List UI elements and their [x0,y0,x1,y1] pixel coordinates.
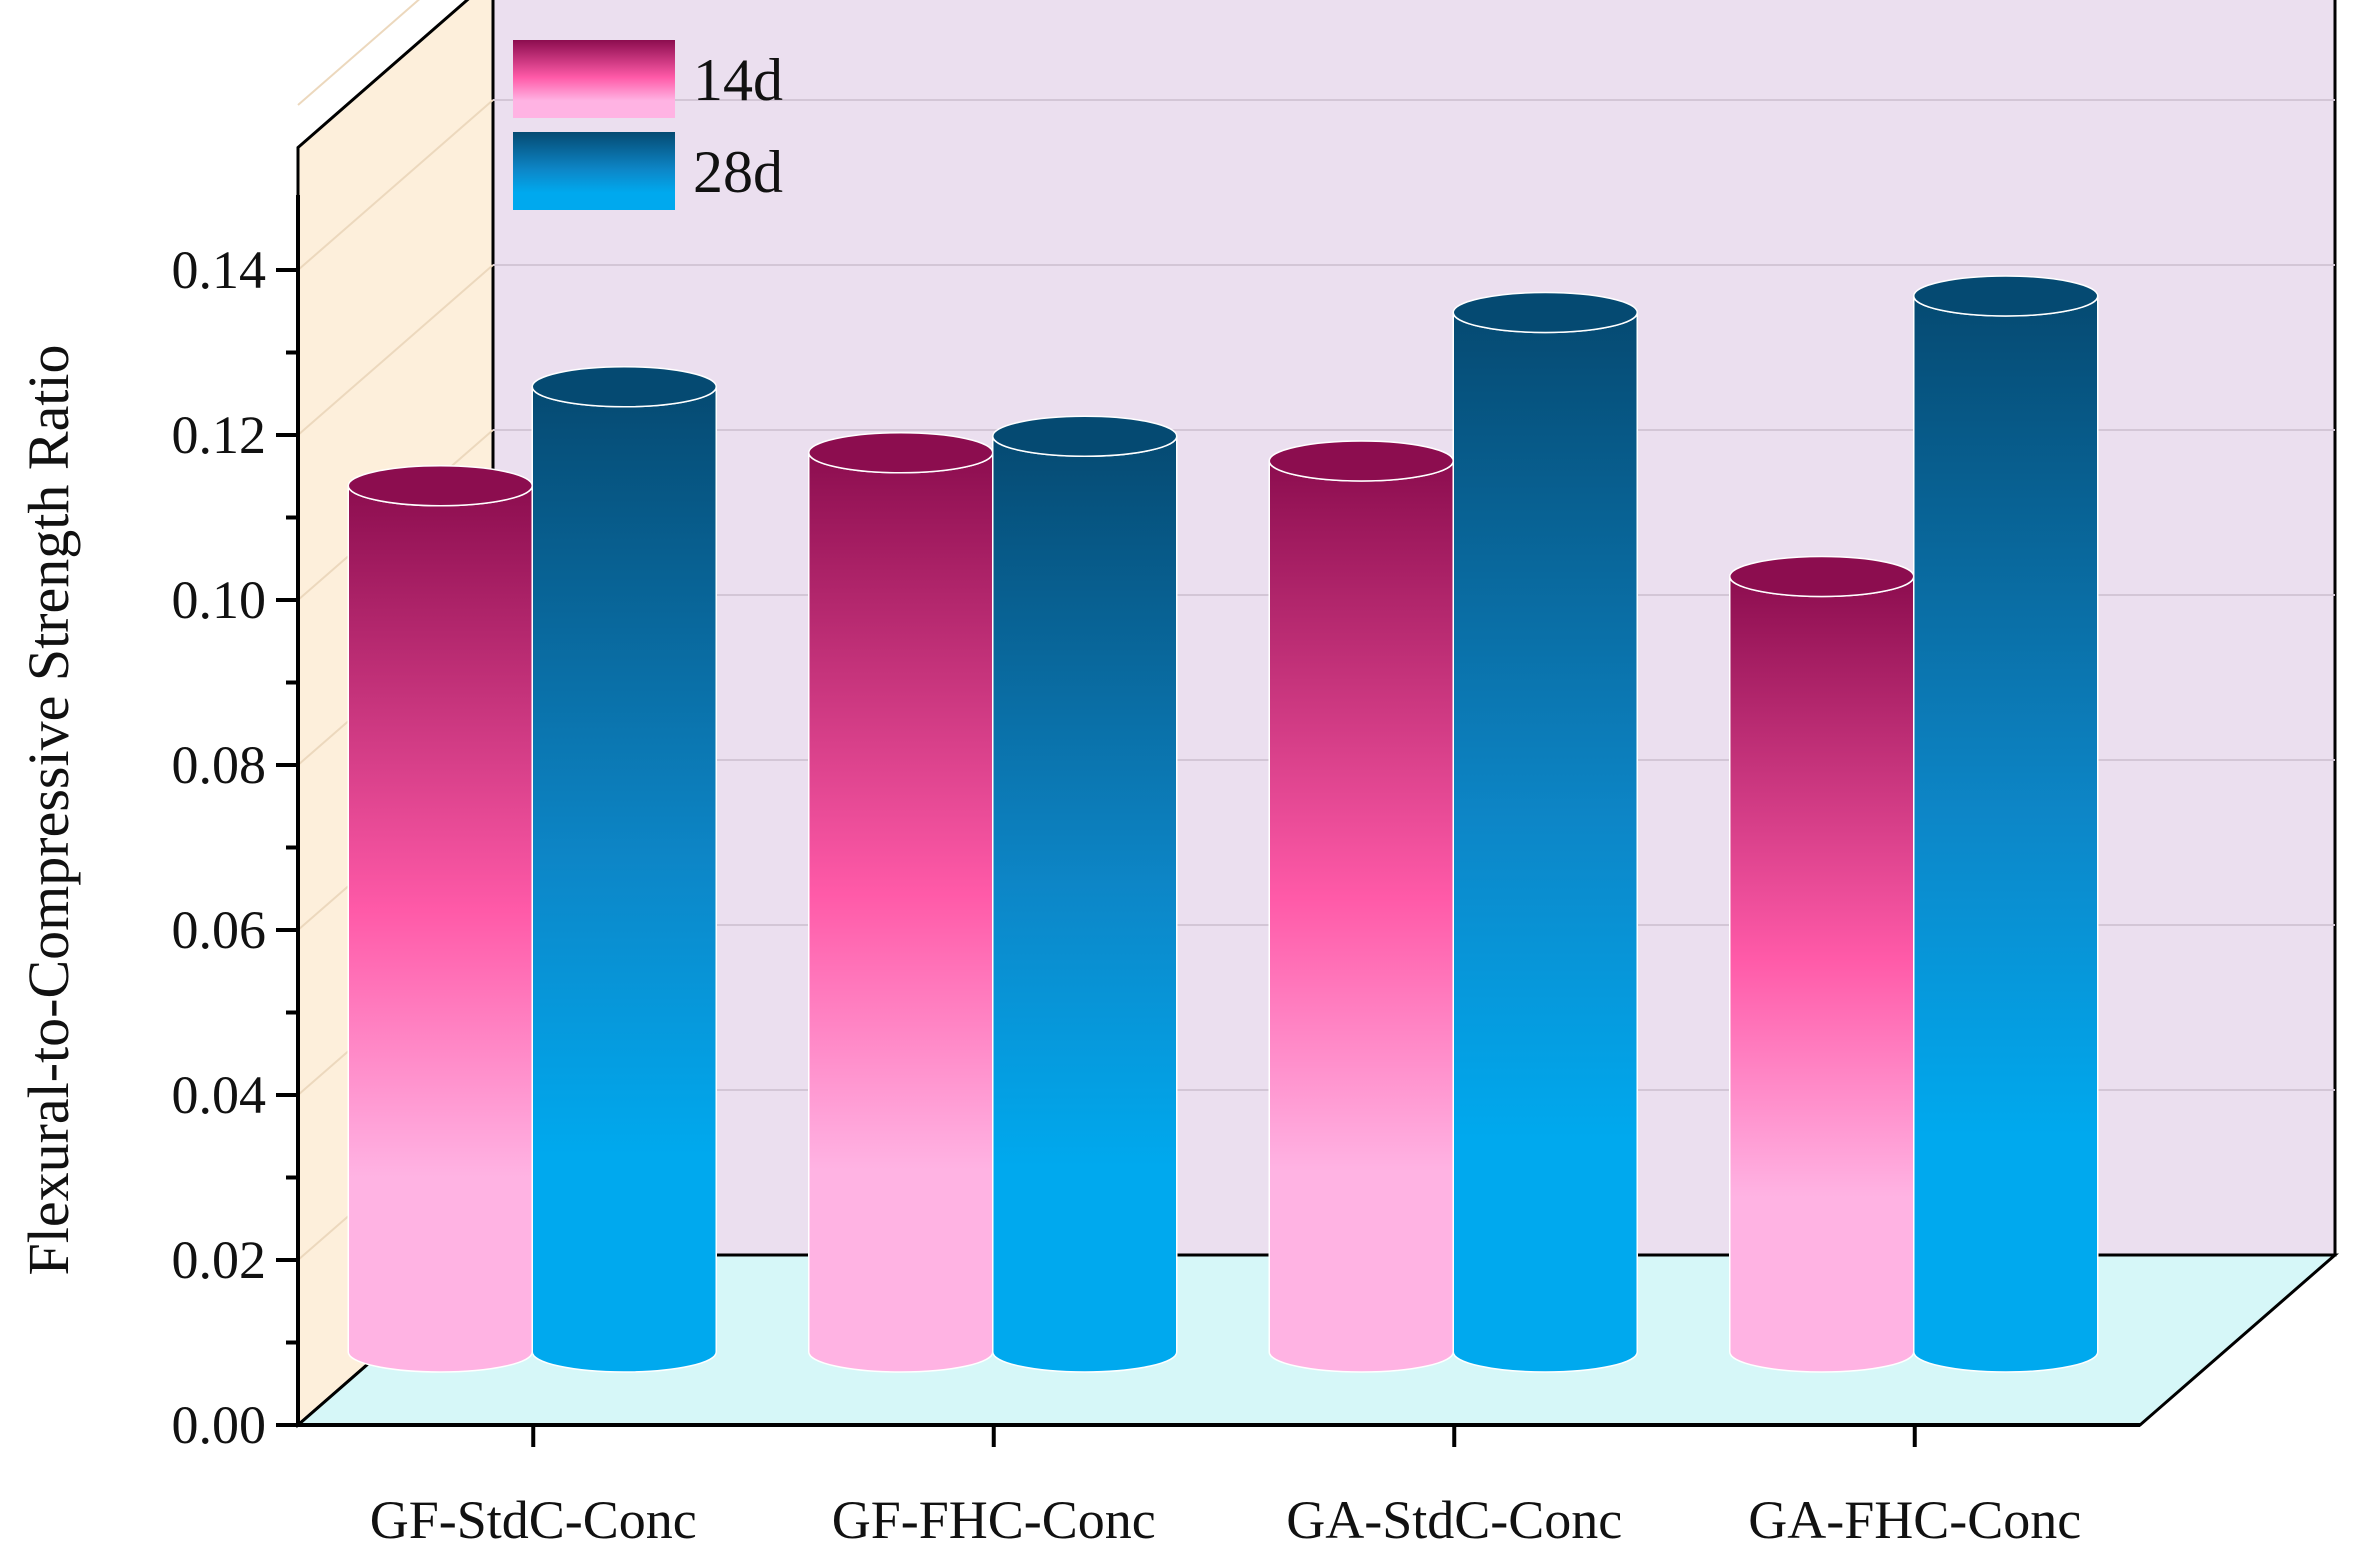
plot-bars [347,275,2099,1373]
y-tick-label: 0.00 [172,1395,267,1455]
legend-label-28d: 28d [693,139,783,205]
bar-cap-28d [1913,275,2099,317]
bar-body-28d [992,436,1178,1373]
bar-14d-GF-FHC-Conc [808,432,994,1373]
bar-28d-GA-FHC-Conc [1913,275,2099,1373]
bar-14d-GF-StdC-Conc [347,465,533,1373]
x-tick-label: GA-StdC-Conc [1286,1490,1622,1550]
bar-cap-14d [808,432,994,474]
axes: 0.00 0.02 0.04 0.06 0.08 0.10 0.12 0.14 GF-StdC-… [172,195,2140,1550]
bar-body-28d [1913,295,2099,1373]
y-tick-label: 0.04 [172,1065,267,1125]
bar-28d-GF-StdC-Conc [531,366,717,1373]
bar-cap-28d [531,366,717,408]
bar-cap-14d [1729,555,1915,598]
gridline-side [297,264,494,436]
bar-cap-14d [347,465,533,507]
legend-swatch-28d [513,132,675,210]
y-tick-label: 0.10 [172,570,267,630]
bar-body-28d [531,386,717,1373]
legend-swatch-14d [513,40,675,118]
bar-cap-28d [1452,291,1638,334]
bar-cap-28d [992,415,1178,457]
y-tick-label: 0.08 [172,735,267,795]
y-tick-label: 0.12 [172,405,267,465]
y-tick-label: 0.02 [172,1230,267,1290]
bar-14d-GA-FHC-Conc [1729,555,1915,1373]
x-tick-label: GF-FHC-Conc [832,1490,1156,1550]
gridline-side [297,99,494,271]
y-tick-label: 0.06 [172,900,267,960]
bar-body-14d [1729,576,1915,1373]
y-tick-label: 0.14 [172,240,267,300]
bar-14d-GA-StdC-Conc [1268,440,1454,1373]
x-tick-label: GF-StdC-Conc [370,1490,697,1550]
bar-body-14d [347,485,533,1373]
bar-cap-14d [1268,440,1454,482]
bar-28d-GF-FHC-Conc [992,415,1178,1373]
gridline-side [297,0,420,106]
bar-body-28d [1452,312,1638,1373]
bar-28d-GA-StdC-Conc [1452,291,1638,1373]
bar-body-14d [1268,460,1454,1373]
y-axis-title: Flexural-to-Compressive Strength Ratio [16,344,81,1275]
x-tick-label: GA-FHC-Conc [1748,1490,2081,1550]
bar-body-14d [808,452,994,1373]
legend-label-14d: 14d [693,47,783,113]
